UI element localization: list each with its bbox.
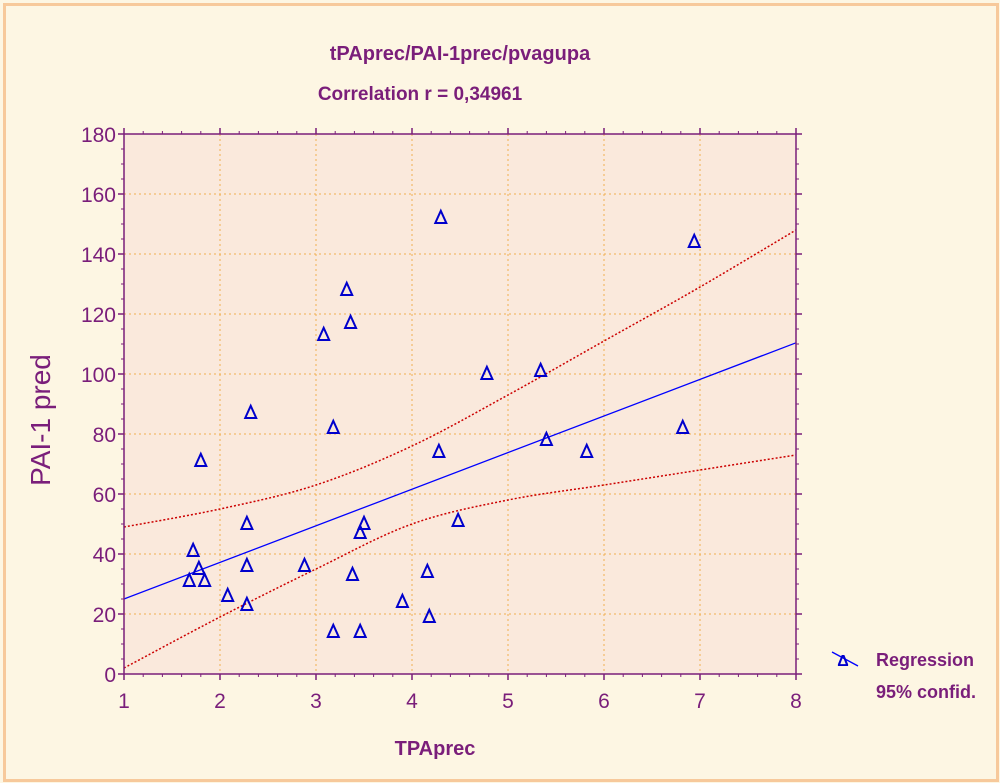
data-point [239,514,254,530]
x-tick-label: 7 [694,690,706,713]
x-tick-label: 3 [310,690,322,713]
confidence-bands [123,229,797,669]
data-point [326,622,341,638]
legend-regression-swatch [831,651,859,667]
legend: Δ Regression 95% confid. [831,650,976,702]
data-point [339,280,354,296]
data-point [239,556,254,572]
data-point [220,586,235,602]
x-tick-labels: 1 2 3 4 5 6 7 8 [118,690,802,713]
data-point [395,592,410,608]
x-tick-label: 5 [502,690,514,713]
y-tick-label: 60 [93,484,116,507]
data-point [431,442,446,458]
data-point [533,361,548,377]
y-tick-label: 180 [81,124,116,147]
y-tick-label: 80 [93,424,116,447]
data-point [345,565,360,581]
data-point [451,511,466,527]
data-point [539,430,554,446]
data-point [433,208,448,224]
data-point [479,364,494,380]
data-point [422,607,437,623]
data-point [182,571,197,587]
plot-area [124,134,796,674]
ci-lower-line [123,454,797,669]
y-tick-label: 120 [81,304,116,327]
y-tick-label: 20 [93,604,116,627]
data-points [182,208,702,638]
y-tick-label: 160 [81,184,116,207]
x-tick-label: 8 [790,690,802,713]
regression-line [123,342,797,600]
chart-subtitle: Correlation r = 0,34961 [318,84,523,105]
data-point [420,562,435,578]
data-point [343,313,358,329]
x-tick-label: 1 [118,690,130,713]
data-point [675,418,690,434]
data-point [239,595,254,611]
y-tick-labels: 0 20 40 60 80 100 120 140 160 180 [81,124,116,687]
data-point [353,523,368,539]
y-tick-label: 100 [81,364,116,387]
x-tick-label: 2 [214,690,226,713]
x-axis-label: TPAprec [395,738,476,760]
grid [124,134,796,674]
legend-marker-icon: Δ [837,653,849,670]
y-tick-label: 40 [93,544,116,567]
data-point [191,559,206,575]
x-tick-label: 6 [598,690,610,713]
data-point [193,451,208,467]
data-point [197,571,212,587]
legend-ci-label: 95% confid. [876,682,976,702]
x-tick-label: 4 [406,690,418,713]
data-point [356,514,372,530]
legend-regression-label: Regression [876,650,974,670]
data-point [243,403,258,419]
data-point [316,325,331,341]
data-point [687,232,702,248]
axis-ticks [118,128,802,680]
data-point [353,622,368,638]
y-tick-label: 0 [104,664,116,687]
data-point [297,556,312,572]
data-point [186,541,201,557]
y-axis-label: PAI-1 pred [25,354,56,486]
ci-upper-line [123,229,797,528]
data-point [326,418,341,434]
chart-title: tPAprec/PAI-1prec/pvagupa [330,43,591,65]
y-tick-label: 140 [81,244,116,267]
data-point [579,442,594,458]
